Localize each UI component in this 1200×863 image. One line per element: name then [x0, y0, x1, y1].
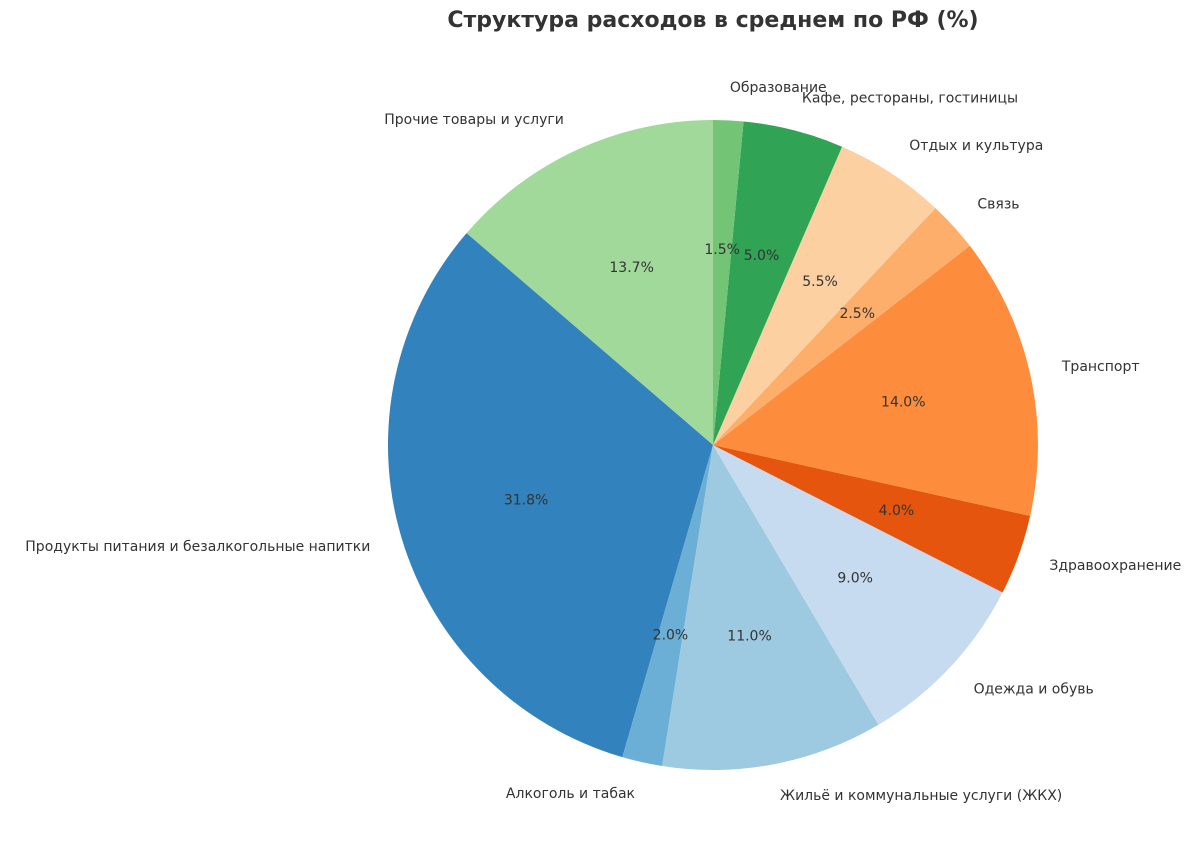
slice-percent-label: 31.8% [504, 493, 548, 509]
slice-category-label: Транспорт [1061, 359, 1140, 375]
slice-category-label: Отдых и культура [909, 138, 1043, 154]
slice-percent-label: 1.5% [704, 242, 740, 258]
pie-slice [713, 208, 970, 445]
slice-category-label: Здравоохранение [1049, 558, 1181, 574]
percent-labels: 13.7% 31.8% 2.0% 11.0% 9.0% 4.0% 14.0% 2.5%5.5%… [504, 242, 926, 644]
pie-slice [713, 445, 1031, 593]
slice-category-label: Связь [977, 196, 1019, 212]
pie-slice [662, 445, 879, 771]
pie-slice [622, 445, 713, 766]
slice-percent-label: 5.0% [744, 248, 780, 264]
slice-percent-label: 13.7% [609, 260, 653, 276]
slice-percent-label: 4.0% [879, 503, 915, 519]
slice-percent-label: 14.0% [881, 394, 925, 410]
slice-category-label: Кафе, рестораны, гостиницы [802, 91, 1018, 107]
pie-slices [387, 120, 1038, 771]
pie-slice [713, 120, 744, 445]
pie-slice [713, 121, 843, 445]
slice-category-label: Алкоголь и табак [506, 786, 635, 802]
slice-percent-label: 11.0% [727, 629, 771, 645]
pie-slice [713, 445, 1003, 725]
slice-category-label: Прочие товары и услуги [384, 112, 564, 128]
pie-slice [713, 245, 1038, 516]
slice-percent-label: 2.0% [653, 627, 689, 643]
pie-slice [713, 146, 936, 446]
slice-percent-label: 9.0% [837, 570, 873, 586]
slice-category-label: Продукты питания и безалкогольные напитк… [25, 539, 370, 555]
slice-category-label: Одежда и обувь [974, 682, 1094, 698]
slice-percent-label: 5.5% [802, 274, 838, 290]
slice-percent-label: 2.5% [839, 306, 875, 322]
pie-slice [466, 120, 713, 445]
category-labels: Прочие товары и услуги Продукты питания и… [25, 80, 1181, 804]
slice-category-label: Жильё и коммунальные услуги (ЖКХ) [780, 788, 1062, 804]
pie-slice [387, 233, 713, 758]
slice-category-label: Образование [730, 80, 827, 96]
chart-title: Структура расходов в среднем по РФ (%) [447, 8, 979, 33]
